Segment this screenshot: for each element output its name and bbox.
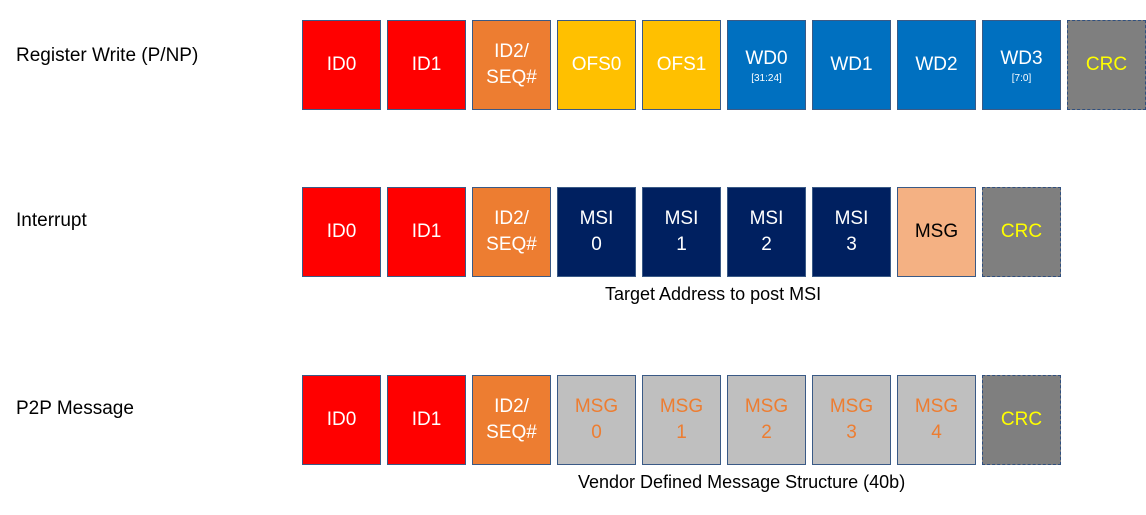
field-text: ID2/ [494,208,529,229]
field-id1: ID1 [387,20,466,110]
row-label-interrupt: Interrupt [16,210,87,231]
field-text: MSG [744,396,789,417]
field-text-line2: 4 [931,422,942,443]
field-id1: ID1 [387,187,466,277]
field-text: ID0 [326,54,357,75]
field-text-line2: 0 [591,234,602,255]
field-crc: CRC [982,375,1061,465]
field-msg4: MSG 4 [897,375,976,465]
row-label-register-write: Register Write (P/NP) [16,45,199,66]
field-text: ID0 [326,409,357,430]
field-ofs1: OFS1 [642,20,721,110]
field-msi1: MSI 1 [642,187,721,277]
field-msg1: MSG 1 [642,375,721,465]
field-text-line2: 1 [676,234,687,255]
field-id2-seq: ID2/SEQ# [472,187,551,277]
field-text: CRC [1000,409,1043,430]
field-id0: ID0 [302,20,381,110]
field-wd1: WD1 [812,20,891,110]
field-crc: CRC [982,187,1061,277]
field-text: MSG [574,396,619,417]
field-msi3: MSI 3 [812,187,891,277]
field-wd0: WD0 [31:24] [727,20,806,110]
register-write-fields: ID0 ID1 ID2/SEQ# OFS0 OFS1 WD0 [31:24] WD… [302,20,1146,110]
field-id2-seq: ID2/SEQ# [472,20,551,110]
field-bit-range: [7:0] [1011,72,1032,84]
field-text-line2: 2 [761,234,772,255]
field-text: MSI [834,208,869,229]
field-text-line2: 0 [591,422,602,443]
field-text-line2: 3 [846,422,857,443]
field-text: CRC [1085,54,1128,75]
field-text: OFS1 [656,54,707,75]
field-text: ID2/ [494,396,529,417]
field-text: WD3 [1000,47,1043,69]
field-text-line2: SEQ# [486,67,537,88]
field-text: ID1 [411,221,442,242]
field-text-line2: SEQ# [486,234,537,255]
field-crc: CRC [1067,20,1146,110]
field-msi2: MSI 2 [727,187,806,277]
field-text: ID0 [326,221,357,242]
field-text: ID2/ [494,41,529,62]
field-text: WD2 [915,54,958,75]
field-text: ID1 [411,409,442,430]
field-wd3: WD3 [7:0] [982,20,1061,110]
row-label-p2p-message: P2P Message [16,398,134,419]
field-ofs0: OFS0 [557,20,636,110]
field-text: WD1 [830,54,873,75]
field-id0: ID0 [302,375,381,465]
field-text: MSI [664,208,699,229]
field-msg0: MSG 0 [557,375,636,465]
field-text: MSG [914,396,959,417]
field-text: ID1 [411,54,442,75]
field-text-line2: 1 [676,422,687,443]
field-msi0: MSI 0 [557,187,636,277]
field-id2-seq: ID2/SEQ# [472,375,551,465]
field-wd2: WD2 [897,20,976,110]
p2p-message-fields: ID0 ID1 ID2/SEQ# MSG 0 MSG 1 MSG 2 MSG 3 MSG… [302,375,1061,465]
field-text: CRC [1000,221,1043,242]
field-text: MSG [829,396,874,417]
field-id0: ID0 [302,187,381,277]
field-text: MSI [579,208,614,229]
field-text-line2: 3 [846,234,857,255]
field-bit-range: [31:24] [751,72,782,84]
interrupt-fields: ID0 ID1 ID2/SEQ# MSI 0 MSI 1 MSI 2 MSI 3 MSG… [302,187,1061,277]
field-text-line2: SEQ# [486,422,537,443]
field-msg2: MSG 2 [727,375,806,465]
p2p-message-caption: Vendor Defined Message Structure (40b) [578,472,906,492]
field-text-line2: 2 [761,422,772,443]
field-msg: MSG [897,187,976,277]
field-text: MSG [659,396,704,417]
field-msg3: MSG 3 [812,375,891,465]
field-text: MSG [914,221,959,242]
field-text: OFS0 [571,54,622,75]
interrupt-caption: Target Address to post MSI [605,284,822,304]
field-id1: ID1 [387,375,466,465]
field-text: WD0 [745,47,788,69]
field-text: MSI [749,208,784,229]
